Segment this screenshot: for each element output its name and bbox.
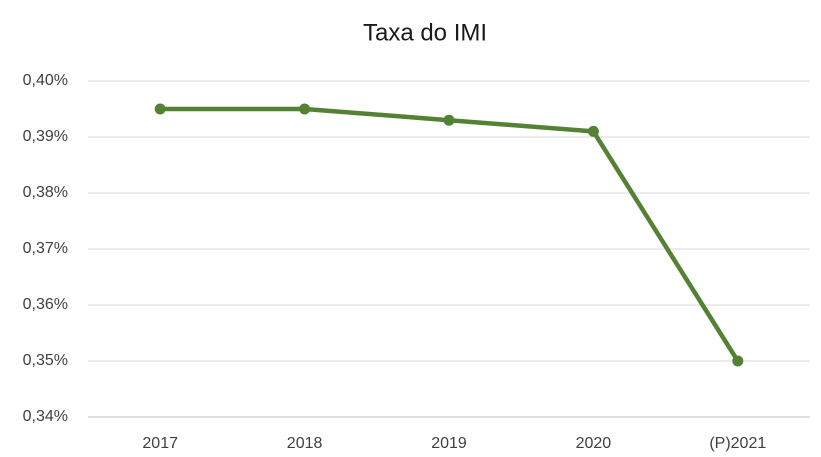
y-tick-label: 0,39% xyxy=(23,128,68,145)
data-point xyxy=(154,103,166,115)
chart-title: Taxa do IMI xyxy=(363,19,487,46)
series-line xyxy=(160,106,740,363)
y-tick-label: 0,35% xyxy=(23,352,68,369)
x-tick-label: 2017 xyxy=(142,435,178,452)
data-point xyxy=(587,125,599,137)
x-tick-label: 2020 xyxy=(576,435,612,452)
y-tick-label: 0,36% xyxy=(23,296,68,313)
data-point xyxy=(443,114,455,126)
y-tick-label: 0,38% xyxy=(23,184,68,201)
x-tick-label: 2019 xyxy=(431,435,467,452)
x-tick-label: 2018 xyxy=(287,435,323,452)
y-tick-label: 0,34% xyxy=(23,408,68,425)
data-point xyxy=(299,103,311,115)
data-point xyxy=(732,355,744,367)
y-tick-label: 0,37% xyxy=(23,240,68,257)
y-tick-label: 0,40% xyxy=(23,72,68,89)
x-tick-label: (P)2021 xyxy=(709,435,766,452)
